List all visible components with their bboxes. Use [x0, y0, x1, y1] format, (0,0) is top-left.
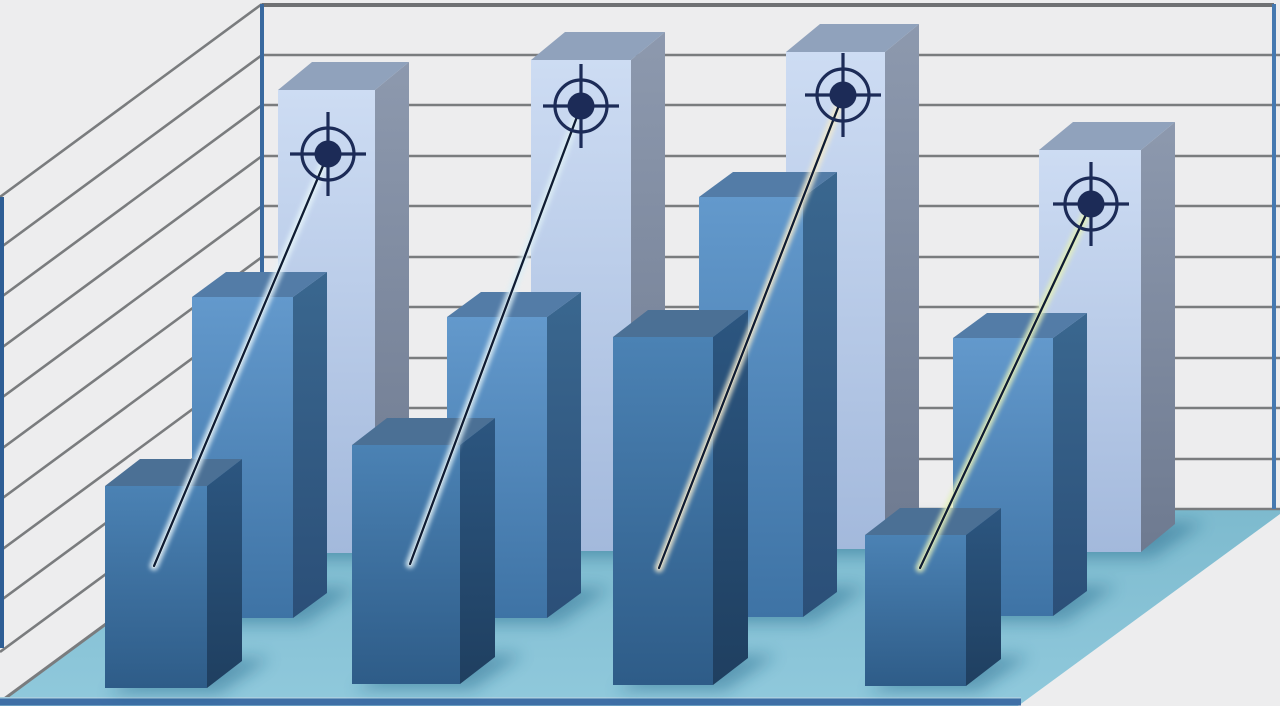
- target-crosshair-icon: [290, 112, 366, 196]
- target-crosshair-icon: [543, 64, 619, 148]
- left-wall-gridline: [0, 204, 263, 401]
- trend-line-core: [918, 202, 1093, 570]
- bar-side-face: [460, 418, 495, 684]
- bar-front-face: [613, 337, 713, 685]
- bar-side-face: [966, 508, 1001, 686]
- bar-top-face: [786, 24, 919, 52]
- bar-side-face: [293, 272, 327, 618]
- bar-front-2: [352, 418, 495, 684]
- bar-side-face: [1141, 122, 1175, 552]
- bar-top-face: [613, 310, 748, 337]
- crosshair-ring: [553, 78, 609, 134]
- bar-top-face: [531, 32, 665, 60]
- trend-line-core: [408, 104, 583, 566]
- trend-line-core: [152, 152, 330, 568]
- trend-line-core: [657, 93, 845, 570]
- left-wall-gridline: [0, 103, 263, 300]
- bar-top-face: [953, 313, 1087, 338]
- crosshair-dot: [1077, 190, 1105, 218]
- left-wall-gridline: [0, 154, 263, 351]
- bar-front-face: [105, 486, 207, 688]
- trend-line: [405, 101, 586, 569]
- target-crosshair-icon: [1053, 162, 1129, 246]
- bar-side-face: [713, 310, 748, 685]
- bar-top-face: [447, 292, 581, 317]
- bars: [105, 24, 1175, 688]
- bar-front-4: [865, 508, 1001, 686]
- bar-top-face: [1039, 122, 1175, 150]
- left-wall-gridline: [0, 53, 263, 250]
- trend-line: [654, 90, 848, 573]
- bar-top-face: [105, 459, 242, 486]
- bar-front-1: [105, 459, 242, 688]
- trend-line: [915, 199, 1096, 573]
- bar-side-face: [803, 172, 837, 617]
- crosshair-ring: [1063, 176, 1119, 232]
- bar-top-face: [278, 62, 409, 90]
- bar-top-face: [865, 508, 1001, 535]
- crosshair-ring: [300, 126, 356, 182]
- trend-lines: [149, 90, 1096, 573]
- crosshair-dot: [829, 81, 857, 109]
- bar-side-face: [885, 24, 919, 549]
- bar-side-face: [1053, 313, 1087, 616]
- bar-side-face: [207, 459, 242, 688]
- bar-front-face: [865, 535, 966, 686]
- crosshair-dot: [567, 92, 595, 120]
- crosshair-dot: [314, 140, 342, 168]
- trend-line: [149, 149, 333, 571]
- crosshair-ring: [815, 67, 871, 123]
- target-crosshair-icon: [805, 53, 881, 137]
- left-wall-gridline: [0, 2, 263, 199]
- bar-side-face: [547, 292, 581, 618]
- bar-top-face: [192, 272, 327, 297]
- bar-front-3: [613, 310, 748, 685]
